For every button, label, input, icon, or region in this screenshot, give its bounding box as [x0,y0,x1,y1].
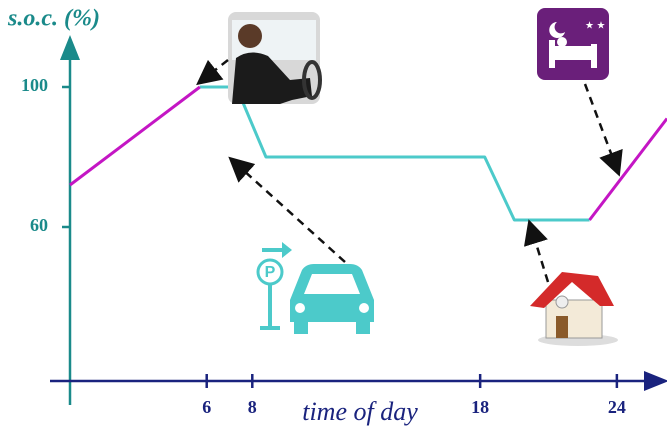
x-tick-label: 6 [202,397,211,417]
driver-icon [228,12,322,104]
arrow [196,59,229,86]
x-tick-label: 24 [608,397,626,417]
y-tick-label: 60 [30,215,48,235]
x-tick-label: 18 [471,397,489,417]
svg-text:P: P [265,264,276,281]
arrow [583,83,623,177]
x-axis-label: time of day [302,397,418,426]
axes: 60 100 6 8 18 24 [21,35,667,417]
y-tick-label: 100 [21,75,48,95]
night-icon: ★ ★ [537,8,609,80]
home-icon [530,272,618,346]
arrow [523,219,550,283]
parking-icon: P [256,242,374,334]
series-line [199,85,590,222]
svg-text:★ ★: ★ ★ [585,20,605,31]
y-axis-label: s.o.c. (%) [7,6,100,32]
arrow [228,156,346,263]
arrows [196,59,623,283]
x-tick-label: 8 [248,397,257,417]
series-line [69,85,667,221]
